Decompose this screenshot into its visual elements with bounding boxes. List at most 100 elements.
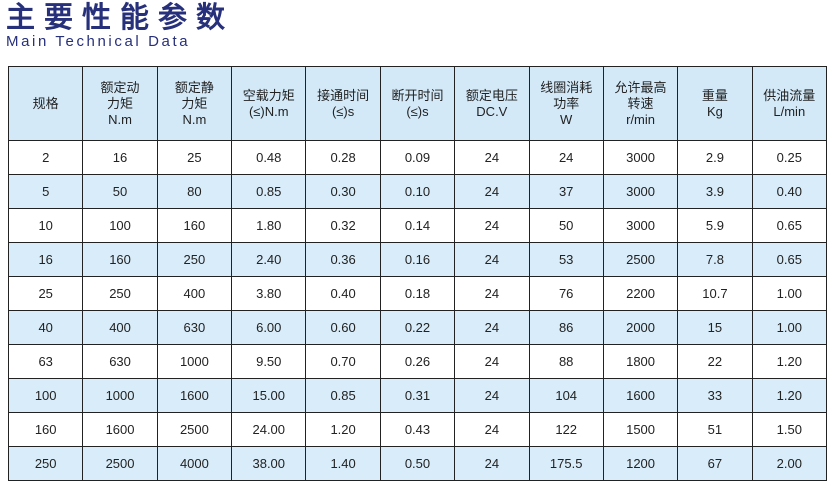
- table-cell: 100: [82, 208, 158, 243]
- table-cell: 15.00: [231, 378, 307, 413]
- table-cell: 24: [454, 344, 530, 379]
- table-cell: 0.36: [305, 242, 381, 277]
- table-cell: 33: [677, 378, 753, 413]
- table-cell: 0.60: [305, 310, 381, 345]
- table-cell: 1600: [82, 412, 158, 447]
- table-cell: 2500: [602, 242, 679, 277]
- table-cell: 1.20: [751, 378, 828, 413]
- table-cell: 1000: [82, 378, 158, 413]
- table-cell: 3.80: [231, 276, 307, 311]
- table-cell: 80: [156, 174, 233, 209]
- table-cell: 0.30: [305, 174, 381, 209]
- table-cell: 5: [7, 174, 84, 209]
- table-cell: 24: [454, 174, 530, 209]
- table-cell: 50: [528, 208, 604, 243]
- table-cell: 104: [528, 378, 604, 413]
- table-row: 5 50 80 0.85 0.30 0.10 24 37 3000 3.9 0.40: [7, 174, 828, 209]
- column-header: 规格: [7, 66, 84, 141]
- table-cell: 250: [156, 242, 233, 277]
- table-cell: 5.9: [677, 208, 753, 243]
- table-cell: 86: [528, 310, 604, 345]
- table-cell: 40: [7, 310, 84, 345]
- table-cell: 63: [7, 344, 84, 379]
- table-row: 250 2500 4000 38.00 1.40 0.50 24 175.5 1200 67 2.0…: [7, 446, 828, 481]
- table-row: 16 160 250 2.40 0.36 0.16 24 53 2500 7.8 0.65: [7, 242, 828, 277]
- table-cell: 2000: [602, 310, 679, 345]
- table-cell: 0.25: [751, 140, 828, 175]
- table-cell: 24: [454, 412, 530, 447]
- table-cell: 53: [528, 242, 604, 277]
- table-cell: 1.00: [751, 276, 828, 311]
- table-cell: 0.70: [305, 344, 381, 379]
- table-cell: 250: [82, 276, 158, 311]
- table-cell: 7.8: [677, 242, 753, 277]
- column-header: 重量 Kg: [677, 66, 753, 141]
- column-header: 允许最高 转速 r/min: [602, 66, 679, 141]
- table-cell: 1.40: [305, 446, 381, 481]
- column-header: 额定电压 DC.V: [454, 66, 530, 141]
- table-cell: 0.48: [231, 140, 307, 175]
- table-row: 40 400 630 6.00 0.60 0.22 24 86 2000 15 1.00: [7, 310, 828, 345]
- table-cell: 1000: [156, 344, 233, 379]
- table-cell: 3000: [602, 140, 679, 175]
- column-header: 额定动 力矩 N.m: [82, 66, 158, 141]
- table-cell: 10.7: [677, 276, 753, 311]
- table-cell: 0.28: [305, 140, 381, 175]
- table-cell: 630: [82, 344, 158, 379]
- table-cell: 24: [454, 310, 530, 345]
- table-cell: 400: [156, 276, 233, 311]
- table-cell: 1600: [156, 378, 233, 413]
- table-cell: 37: [528, 174, 604, 209]
- table-cell: 1.00: [751, 310, 828, 345]
- table-cell: 2500: [82, 446, 158, 481]
- table-row: 2 16 25 0.48 0.28 0.09 24 24 3000 2.9 0.25: [7, 140, 828, 175]
- table-cell: 2.40: [231, 242, 307, 277]
- table-cell: 0.43: [379, 412, 456, 447]
- table-cell: 2.00: [751, 446, 828, 481]
- table-cell: 24: [528, 140, 604, 175]
- table-cell: 0.40: [305, 276, 381, 311]
- header-row: 规格 额定动 力矩 N.m 额定静 力矩 N.m 空载力矩 (≤)N.m 接通时间 (≤…: [7, 66, 828, 141]
- page-subtitle: Main Technical Data: [6, 33, 191, 50]
- table-cell: 24: [454, 276, 530, 311]
- column-header: 额定静 力矩 N.m: [156, 66, 233, 141]
- table-cell: 24: [454, 140, 530, 175]
- table-cell: 0.22: [379, 310, 456, 345]
- table-cell: 0.26: [379, 344, 456, 379]
- column-header: 接通时间 (≤)s: [305, 66, 381, 141]
- table-cell: 2: [7, 140, 84, 175]
- table-cell: 0.32: [305, 208, 381, 243]
- table-cell: 1800: [602, 344, 679, 379]
- column-header: 供油流量 L/min: [751, 66, 828, 141]
- table-cell: 24: [454, 208, 530, 243]
- table-cell: 0.65: [751, 208, 828, 243]
- table-cell: 50: [82, 174, 158, 209]
- table-cell: 122: [528, 412, 604, 447]
- table-cell: 15: [677, 310, 753, 345]
- table-cell: 24: [454, 378, 530, 413]
- column-header: 线圈消耗 功率 W: [528, 66, 604, 141]
- table-cell: 1.20: [305, 412, 381, 447]
- page-title: 主要性能参数: [6, 0, 235, 34]
- table-cell: 25: [7, 276, 84, 311]
- table-cell: 0.85: [231, 174, 307, 209]
- table-cell: 88: [528, 344, 604, 379]
- table-cell: 0.09: [379, 140, 456, 175]
- table-cell: 630: [156, 310, 233, 345]
- table-cell: 400: [82, 310, 158, 345]
- table-row: 25 250 400 3.80 0.40 0.18 24 76 2200 10.7 1.00: [7, 276, 828, 311]
- table-cell: 0.31: [379, 378, 456, 413]
- column-header: 空载力矩 (≤)N.m: [231, 66, 307, 141]
- table-cell: 100: [7, 378, 84, 413]
- column-header: 断开时间 (≤)s: [379, 66, 456, 141]
- table-cell: 160: [7, 412, 84, 447]
- table-cell: 2500: [156, 412, 233, 447]
- table-cell: 38.00: [231, 446, 307, 481]
- table-cell: 0.85: [305, 378, 381, 413]
- table-cell: 9.50: [231, 344, 307, 379]
- table-cell: 76: [528, 276, 604, 311]
- table-cell: 1600: [602, 378, 679, 413]
- table-cell: 24.00: [231, 412, 307, 447]
- table-cell: 160: [82, 242, 158, 277]
- table-cell: 22: [677, 344, 753, 379]
